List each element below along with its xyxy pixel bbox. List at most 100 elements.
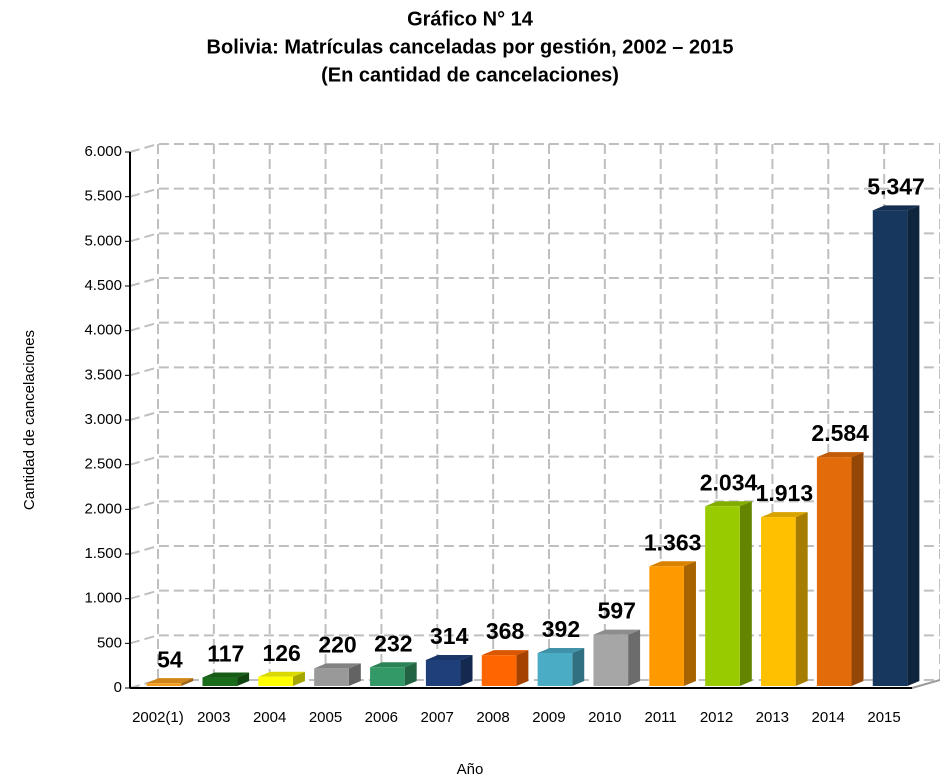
value-label: 220: [318, 631, 356, 657]
bar: [202, 677, 238, 686]
value-label: 392: [542, 616, 580, 642]
bar-side: [460, 654, 473, 686]
x-tick-label: 2013: [756, 709, 789, 726]
bar-side: [795, 512, 808, 686]
bar-top: [370, 662, 417, 668]
grid-line: [129, 634, 940, 645]
value-label: 2.584: [811, 420, 869, 446]
chart-title: Gráfico N° 14: [407, 8, 534, 30]
value-label: 1.913: [756, 480, 814, 506]
y-tick-label: 5.000: [84, 232, 122, 249]
grid-line: [129, 366, 940, 377]
y-tick-label: 1.000: [84, 590, 122, 607]
y-tick-label: 0: [114, 679, 122, 696]
bar: [816, 457, 852, 686]
x-tick-label: 2012: [700, 709, 733, 726]
bar-side: [572, 647, 585, 686]
x-tick-label: 2005: [309, 709, 342, 726]
value-label: 232: [374, 630, 412, 656]
bar-top: [481, 650, 529, 656]
bar: [481, 655, 517, 686]
bar: [425, 659, 461, 686]
bar-top: [761, 512, 808, 518]
bar-top: [649, 561, 696, 567]
bar-side: [628, 629, 641, 686]
grid-line: [129, 455, 940, 466]
y-tick-label: 500: [97, 634, 122, 651]
value-label: 597: [598, 598, 636, 624]
bar: [370, 667, 405, 686]
bar-side: [739, 501, 752, 686]
x-tick-label: 2003: [197, 709, 230, 726]
bar-side: [348, 663, 361, 686]
bar: [872, 210, 908, 687]
grid-line: [129, 500, 940, 511]
bar-top: [314, 663, 361, 669]
chart-title: Bolivia: Matrículas canceladas por gesti…: [207, 36, 734, 58]
x-tick-label: 2004: [253, 709, 286, 726]
value-label: 2.034: [700, 469, 758, 495]
x-tick-label: 2015: [867, 709, 900, 726]
bar-top: [593, 629, 641, 635]
grid-line: [129, 277, 940, 287]
bar: [593, 634, 629, 686]
grid-line: [129, 545, 940, 555]
grid-line: [129, 321, 940, 332]
grid-line: [129, 143, 940, 153]
value-label: 5.347: [867, 173, 925, 199]
y-tick-label: 2.500: [84, 456, 122, 473]
y-tick-label: 1.500: [84, 545, 122, 562]
y-tick-label: 4.500: [84, 277, 122, 294]
bar-top: [258, 671, 305, 677]
bar-side: [907, 205, 920, 687]
bar-side: [292, 671, 305, 686]
bar: [537, 652, 573, 686]
bar-top: [537, 647, 585, 653]
bar-top: [425, 654, 473, 660]
bar-side: [181, 678, 194, 686]
bar: [761, 517, 796, 686]
bar: [649, 566, 684, 686]
grid-line: [129, 679, 940, 689]
bar-side: [404, 662, 417, 686]
grid-line: [129, 187, 940, 198]
x-tick-label: 2007: [421, 709, 454, 726]
x-tick-label: 2010: [588, 709, 621, 726]
bar: [705, 506, 740, 686]
grid-line: [129, 411, 940, 421]
grid-line: [129, 589, 940, 600]
value-label: 1.363: [644, 529, 702, 555]
grid-line: [129, 232, 940, 243]
bar: [146, 683, 182, 686]
y-axis-label: Cantidad de cancelaciones: [21, 330, 38, 510]
x-tick-label: 2014: [812, 709, 845, 726]
value-label: 368: [486, 618, 525, 644]
bar-top: [202, 672, 250, 678]
bar-top: [816, 452, 864, 458]
bar-side: [516, 650, 529, 686]
bar: [314, 668, 349, 686]
x-tick-label: 2002(1): [132, 709, 184, 726]
y-tick-label: 5.500: [84, 188, 122, 205]
y-tick-label: 3.500: [84, 366, 122, 383]
bar-side: [237, 672, 250, 686]
y-tick-label: 3.000: [84, 411, 122, 428]
bar-top: [872, 205, 920, 211]
y-tick-label: 4.000: [84, 322, 122, 339]
bar-top: [705, 501, 752, 507]
x-axis-label: Año: [457, 761, 484, 778]
value-label: 126: [262, 640, 300, 666]
value-label: 314: [430, 623, 469, 649]
x-tick-label: 2008: [476, 709, 509, 726]
x-tick-label: 2006: [365, 709, 398, 726]
bar-top: [146, 678, 194, 684]
y-tick-label: 6.000: [84, 143, 122, 160]
value-label: 117: [207, 641, 244, 667]
y-tick-label: 2.000: [84, 500, 122, 517]
bar-side: [683, 561, 696, 686]
x-tick-label: 2009: [532, 709, 565, 726]
x-tick-label: 2011: [645, 709, 677, 726]
chart-subtitle: (En cantidad de cancelaciones): [321, 64, 619, 86]
bar: [258, 676, 293, 686]
